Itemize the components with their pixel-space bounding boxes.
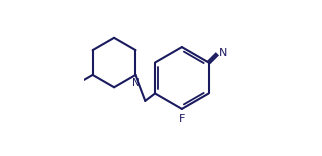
Text: F: F	[179, 114, 185, 124]
Text: N: N	[132, 78, 139, 88]
Text: N: N	[219, 48, 227, 58]
